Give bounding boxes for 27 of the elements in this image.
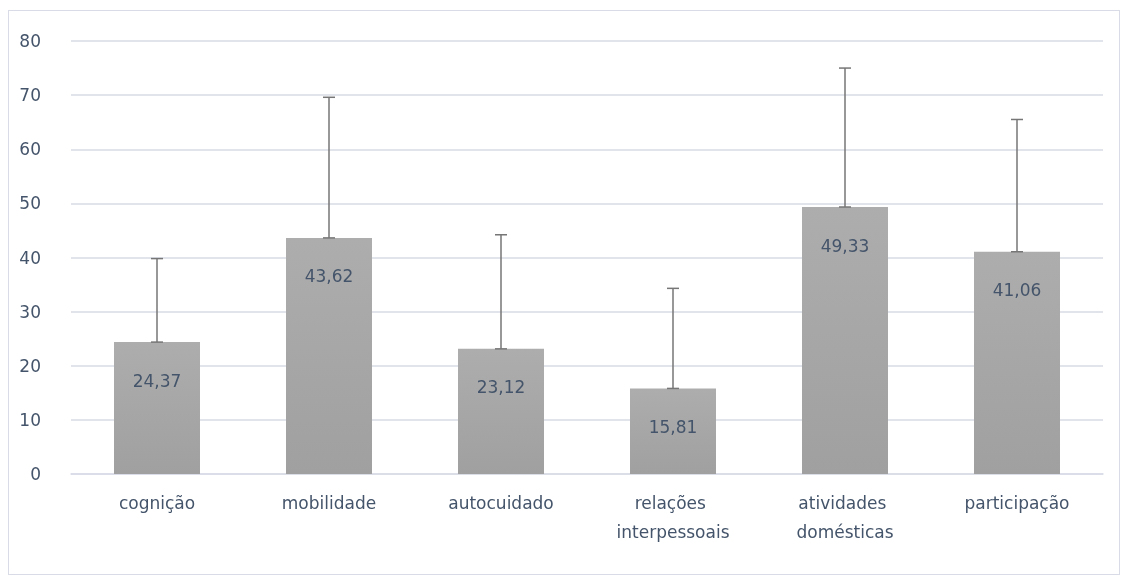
bar xyxy=(974,251,1060,474)
y-tick-label: 60 xyxy=(19,139,41,160)
bar xyxy=(458,348,544,474)
x-tick-label: atividades domésticas xyxy=(796,492,894,542)
y-tick-label: 20 xyxy=(19,355,41,376)
y-tick-label: 80 xyxy=(19,31,41,51)
bar xyxy=(114,342,200,474)
x-tick-label: cognição xyxy=(118,492,196,513)
data-label: 41,06 xyxy=(992,280,1042,301)
y-tick-label: 0 xyxy=(30,464,41,484)
x-tick-label: relações interpessoais xyxy=(616,492,730,542)
y-tick-label: 70 xyxy=(19,85,41,106)
bar xyxy=(630,388,716,474)
x-tick-label: participação xyxy=(964,492,1070,513)
x-tick-label: mobilidade xyxy=(281,492,377,513)
data-label: 23,12 xyxy=(476,377,526,398)
x-tick-label: autocuidado xyxy=(448,492,554,513)
bar xyxy=(286,237,372,474)
y-tick-label: 30 xyxy=(19,301,41,322)
y-tick-label: 40 xyxy=(19,247,41,268)
bar xyxy=(802,207,888,474)
data-label: 49,33 xyxy=(820,235,870,256)
data-label: 24,37 xyxy=(132,370,182,391)
data-label: 43,62 xyxy=(304,266,354,287)
data-label: 15,81 xyxy=(648,416,698,437)
y-tick-label: 50 xyxy=(19,193,41,214)
y-tick-label: 10 xyxy=(19,409,41,430)
